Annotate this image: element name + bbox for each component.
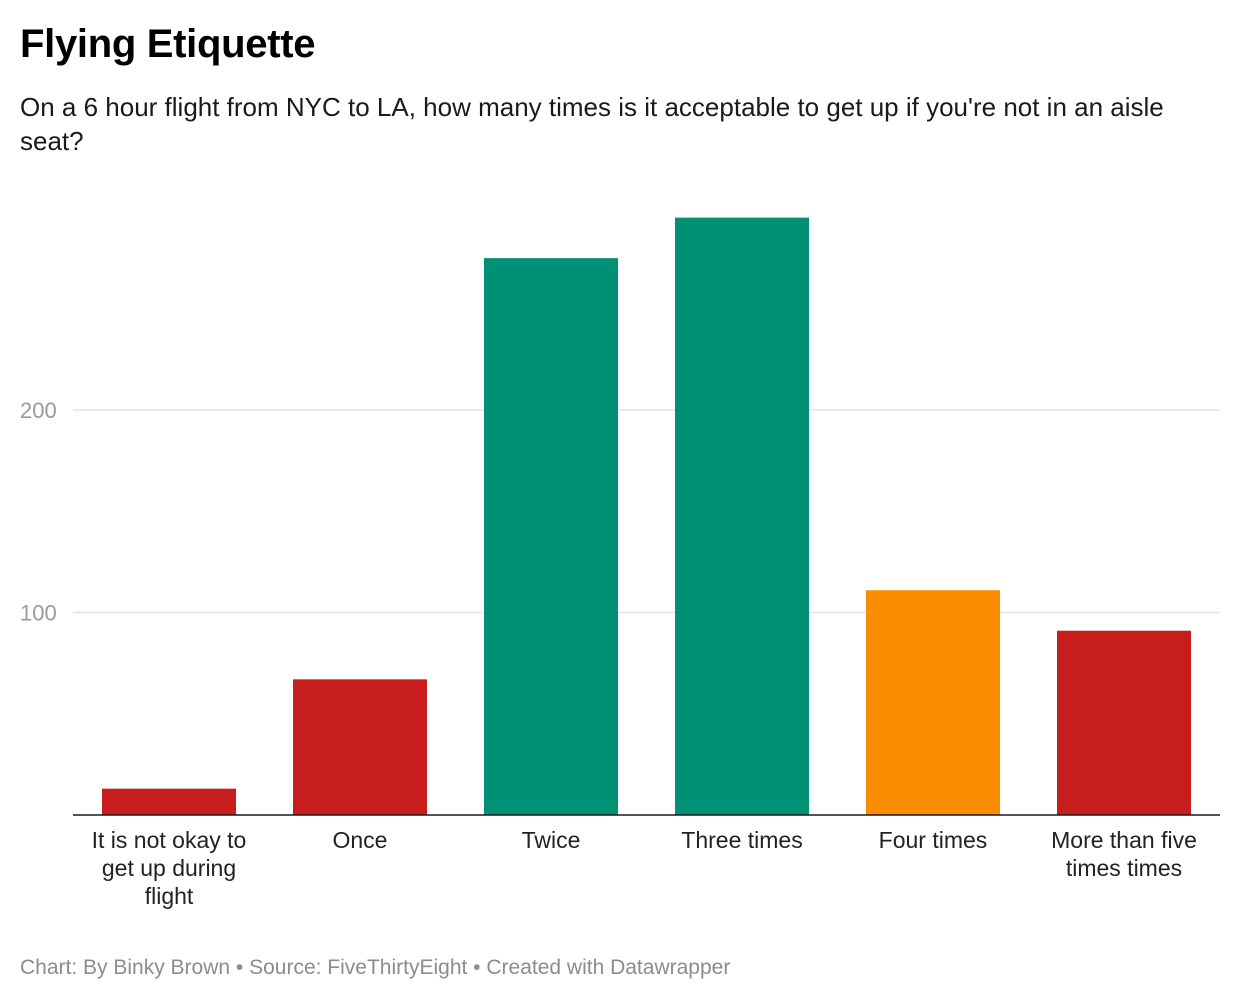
category-label-line: flight — [145, 883, 194, 909]
category-label-line: Three times — [681, 827, 802, 853]
bars — [102, 217, 1191, 815]
category-label-line: times times — [1066, 855, 1182, 881]
category-label: It is not okay to get up during flight — [92, 827, 247, 909]
bar-5 — [1057, 630, 1191, 815]
category-label: Twice — [522, 827, 581, 853]
category-label-line: Four times — [879, 827, 988, 853]
category-labels: It is not okay to get up during flight Once… — [92, 827, 1197, 909]
category-label-line: More than five — [1051, 827, 1197, 853]
gridlines: 100 200 — [20, 398, 1220, 626]
y-tick-label: 200 — [20, 398, 57, 423]
y-tick-label: 100 — [20, 601, 57, 626]
chart-title: Flying Etiquette — [20, 22, 316, 66]
bar-0 — [102, 788, 236, 815]
category-label: Once — [333, 827, 388, 853]
chart-subtitle: On a 6 hour flight from NYC to LA, how m… — [20, 92, 1164, 156]
category-label: Three times — [681, 827, 802, 853]
category-label: Four times — [879, 827, 988, 853]
category-label-line: It is not okay to — [92, 827, 247, 853]
category-label: More than five times times — [1051, 827, 1197, 881]
category-label-line: Twice — [522, 827, 581, 853]
bar-3 — [675, 217, 809, 815]
bar-1 — [293, 679, 427, 815]
chart-footer: Chart: By Binky Brown • Source: FiveThir… — [20, 956, 731, 979]
category-label-line: get up during — [102, 855, 236, 881]
bar-4 — [866, 590, 1000, 815]
category-label-line: Once — [333, 827, 388, 853]
bar-2 — [484, 258, 618, 815]
